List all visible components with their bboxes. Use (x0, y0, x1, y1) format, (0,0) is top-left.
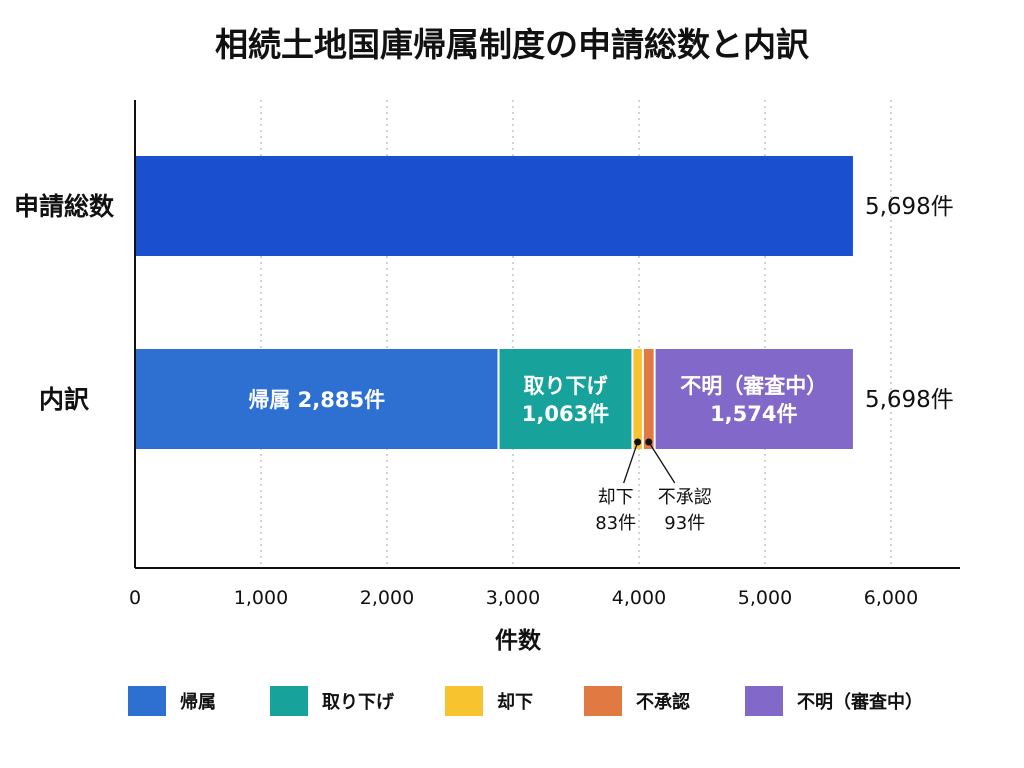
bar-segment (642, 349, 655, 449)
x-axis-label: 件数 (495, 628, 542, 654)
callout-label: 不承認 (658, 487, 712, 508)
legend-label: 不承認 (636, 691, 690, 713)
x-tick-label: 0 (129, 587, 141, 609)
x-tick-label: 4,000 (612, 587, 666, 609)
x-tick-label: 6,000 (864, 587, 918, 609)
segment-label: 取り下げ (523, 374, 608, 398)
axes (134, 100, 960, 569)
callouts: 却下 83件 不承認 93件 (595, 438, 712, 534)
chart-title: 相続土地国庫帰属制度の申請総数と内訳 (215, 25, 810, 64)
segment-label: 不明（審査中） (680, 374, 827, 398)
category-label: 申請総数 (14, 192, 115, 221)
bar-total (135, 156, 853, 256)
legend-label: 却下 (497, 692, 533, 713)
legend-swatch (584, 686, 622, 716)
bar-segment (632, 349, 643, 449)
breakdown-total-label: 5,698件 (865, 387, 954, 413)
bar-segment (654, 349, 853, 449)
callout-label: 83件 (595, 513, 636, 534)
bars (135, 156, 853, 449)
x-tick-labels: 0 1,000 2,000 3,000 4,000 5,000 6,000 (129, 587, 918, 609)
legend-swatch (745, 686, 783, 716)
x-tick-label: 5,000 (738, 587, 792, 609)
bar-segment (135, 349, 499, 449)
legend-label: 取り下げ (322, 692, 395, 713)
segment-label: 帰属 2,885件 (248, 388, 385, 412)
callout-label: 却下 (598, 487, 634, 508)
callout-line (623, 441, 639, 484)
segment-label: 1,574件 (710, 402, 797, 426)
x-tick-label: 3,000 (486, 587, 540, 609)
bar-segment (498, 349, 633, 449)
segment-labels: 帰属 2,885件 取り下げ 1,063件 不明（審査中） 1,574件 (248, 374, 827, 426)
legend-swatch (270, 686, 308, 716)
callout-line (648, 441, 676, 484)
legend-swatch (128, 686, 166, 716)
total-labels: 5,698件 5,698件 (865, 194, 954, 413)
legend-label: 帰属 (180, 692, 216, 713)
x-tick-label: 2,000 (360, 587, 414, 609)
legend-swatch (445, 686, 483, 716)
legend-label: 不明（審査中） (797, 691, 923, 713)
category-label: 内訳 (39, 385, 90, 414)
segment-label: 1,063件 (522, 402, 609, 426)
total-label: 5,698件 (865, 194, 954, 220)
legend: 帰属 取り下げ 却下 不承認 不明（審査中） (128, 686, 923, 716)
x-tick-label: 1,000 (234, 587, 288, 609)
callout-label: 93件 (664, 513, 705, 534)
